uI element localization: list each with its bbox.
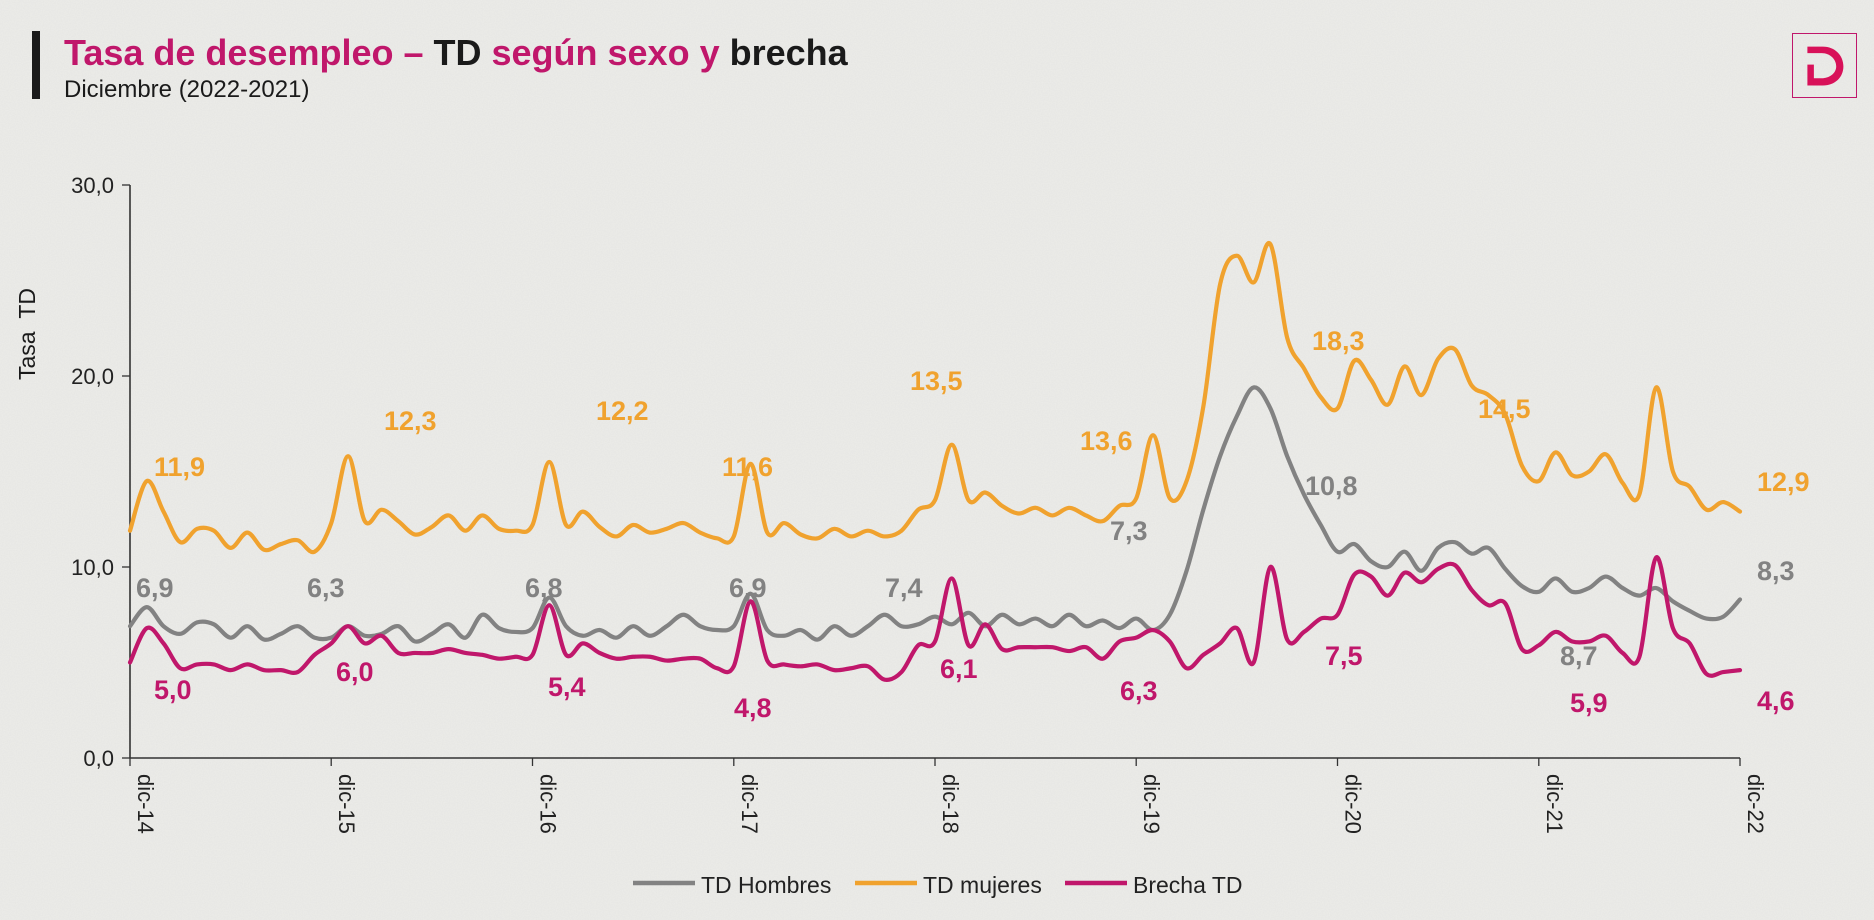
svg-text:6,8: 6,8: [525, 573, 563, 603]
svg-text:TD Hombres: TD Hombres: [701, 872, 831, 898]
svg-text:11,6: 11,6: [722, 452, 773, 482]
svg-text:dic-21: dic-21: [1542, 774, 1567, 834]
svg-text:dic-17: dic-17: [737, 774, 762, 834]
svg-text:8,3: 8,3: [1757, 556, 1795, 586]
svg-text:5,9: 5,9: [1570, 688, 1608, 718]
svg-text:dic-20: dic-20: [1341, 774, 1366, 834]
svg-text:14,5: 14,5: [1478, 394, 1531, 424]
svg-text:6,0: 6,0: [336, 657, 374, 687]
svg-text:Brecha TD: Brecha TD: [1133, 872, 1243, 898]
svg-text:7,4: 7,4: [885, 573, 923, 603]
svg-text:12,2: 12,2: [596, 396, 649, 426]
svg-text:dic-16: dic-16: [536, 774, 561, 834]
svg-text:0,0: 0,0: [83, 746, 114, 771]
svg-text:10,8: 10,8: [1305, 471, 1358, 501]
svg-text:5,4: 5,4: [548, 672, 586, 702]
svg-text:6,9: 6,9: [729, 573, 767, 603]
svg-text:10,0: 10,0: [71, 555, 114, 580]
svg-text:dic-15: dic-15: [334, 774, 359, 834]
svg-text:dic-14: dic-14: [133, 774, 158, 834]
svg-text:30,0: 30,0: [71, 173, 114, 198]
svg-text:20,0: 20,0: [71, 364, 114, 389]
svg-text:4,6: 4,6: [1757, 686, 1795, 716]
svg-text:5,0: 5,0: [154, 675, 192, 705]
svg-text:dic-22: dic-22: [1743, 774, 1768, 834]
svg-text:dic-18: dic-18: [938, 774, 963, 834]
svg-text:12,9: 12,9: [1757, 467, 1810, 497]
svg-text:6,3: 6,3: [307, 573, 345, 603]
svg-text:dic-19: dic-19: [1139, 774, 1164, 834]
svg-text:6,1: 6,1: [940, 654, 978, 684]
svg-text:8,7: 8,7: [1560, 641, 1598, 671]
svg-text:12,3: 12,3: [384, 406, 437, 436]
svg-text:7,5: 7,5: [1325, 641, 1363, 671]
svg-text:TD mujeres: TD mujeres: [923, 872, 1042, 898]
svg-text:6,3: 6,3: [1120, 676, 1158, 706]
svg-text:4,8: 4,8: [734, 693, 772, 723]
svg-text:13,6: 13,6: [1080, 426, 1133, 456]
svg-text:11,9: 11,9: [154, 452, 205, 482]
svg-text:7,3: 7,3: [1110, 516, 1148, 546]
svg-text:6,9: 6,9: [136, 573, 174, 603]
svg-text:13,5: 13,5: [910, 366, 963, 396]
svg-text:18,3: 18,3: [1312, 326, 1365, 356]
